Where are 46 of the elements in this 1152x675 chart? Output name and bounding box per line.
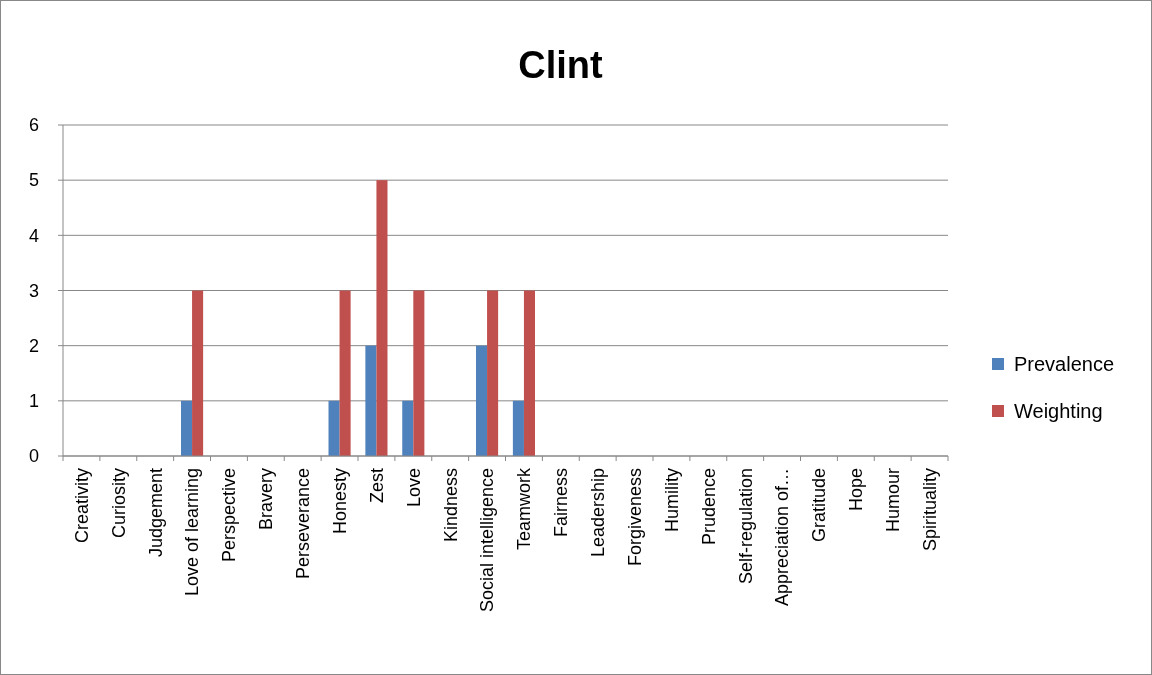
x-tick-label: Teamwork <box>514 467 535 551</box>
bar <box>476 345 488 456</box>
x-tick-label: Honesty <box>329 468 350 535</box>
bar <box>512 400 524 456</box>
x-tick-label: Love <box>403 468 424 508</box>
bar <box>523 290 535 456</box>
x-tick-label: Fairness <box>551 468 572 538</box>
y-tick-label: 2 <box>28 335 39 356</box>
x-tick-label: Kindness <box>440 468 461 543</box>
x-tick-label: Spirituality <box>919 468 940 552</box>
x-tick-label: Social intelligence <box>477 468 498 613</box>
x-tick-label: Appreciation of… <box>772 468 793 607</box>
bar <box>402 400 414 456</box>
bar <box>376 180 388 456</box>
y-tick-label: 1 <box>28 391 39 412</box>
y-tick-label: 3 <box>28 280 39 301</box>
x-tick-label: Humility <box>661 468 682 533</box>
x-tick-label: Prudence <box>698 468 719 546</box>
x-tick-label: Leadership <box>587 468 608 558</box>
x-tick-label: Perseverance <box>292 468 313 580</box>
x-tick-label: Love of learning <box>182 468 203 597</box>
bar <box>181 400 193 456</box>
x-tick-label: Creativity <box>71 468 92 544</box>
legend-label: Prevalence <box>1014 353 1115 375</box>
x-tick-label: Humour <box>882 468 903 533</box>
x-tick-label: Zest <box>366 468 387 504</box>
bar <box>413 290 425 456</box>
bar <box>192 290 204 456</box>
x-tick-label: Judgement <box>145 468 166 558</box>
x-tick-label: Bravery <box>256 468 277 531</box>
x-tick-label: Gratitude <box>809 468 830 543</box>
chart-title: Clint <box>518 44 604 86</box>
y-tick-label: 5 <box>28 170 39 191</box>
bar <box>365 345 377 456</box>
legend-label: Weighting <box>1014 400 1103 422</box>
y-tick-label: 6 <box>28 115 39 136</box>
x-tick-label: Perspective <box>219 468 240 563</box>
x-tick-label: Self-regulation <box>735 468 756 585</box>
x-tick-label: Forgiveness <box>624 468 645 567</box>
bar <box>328 400 340 456</box>
bar <box>487 290 499 456</box>
y-tick-label: 0 <box>28 446 39 467</box>
bar <box>339 290 351 456</box>
x-tick-label: Hope <box>846 468 867 512</box>
x-tick-label: Curiosity <box>108 468 129 539</box>
y-tick-label: 4 <box>28 225 39 246</box>
